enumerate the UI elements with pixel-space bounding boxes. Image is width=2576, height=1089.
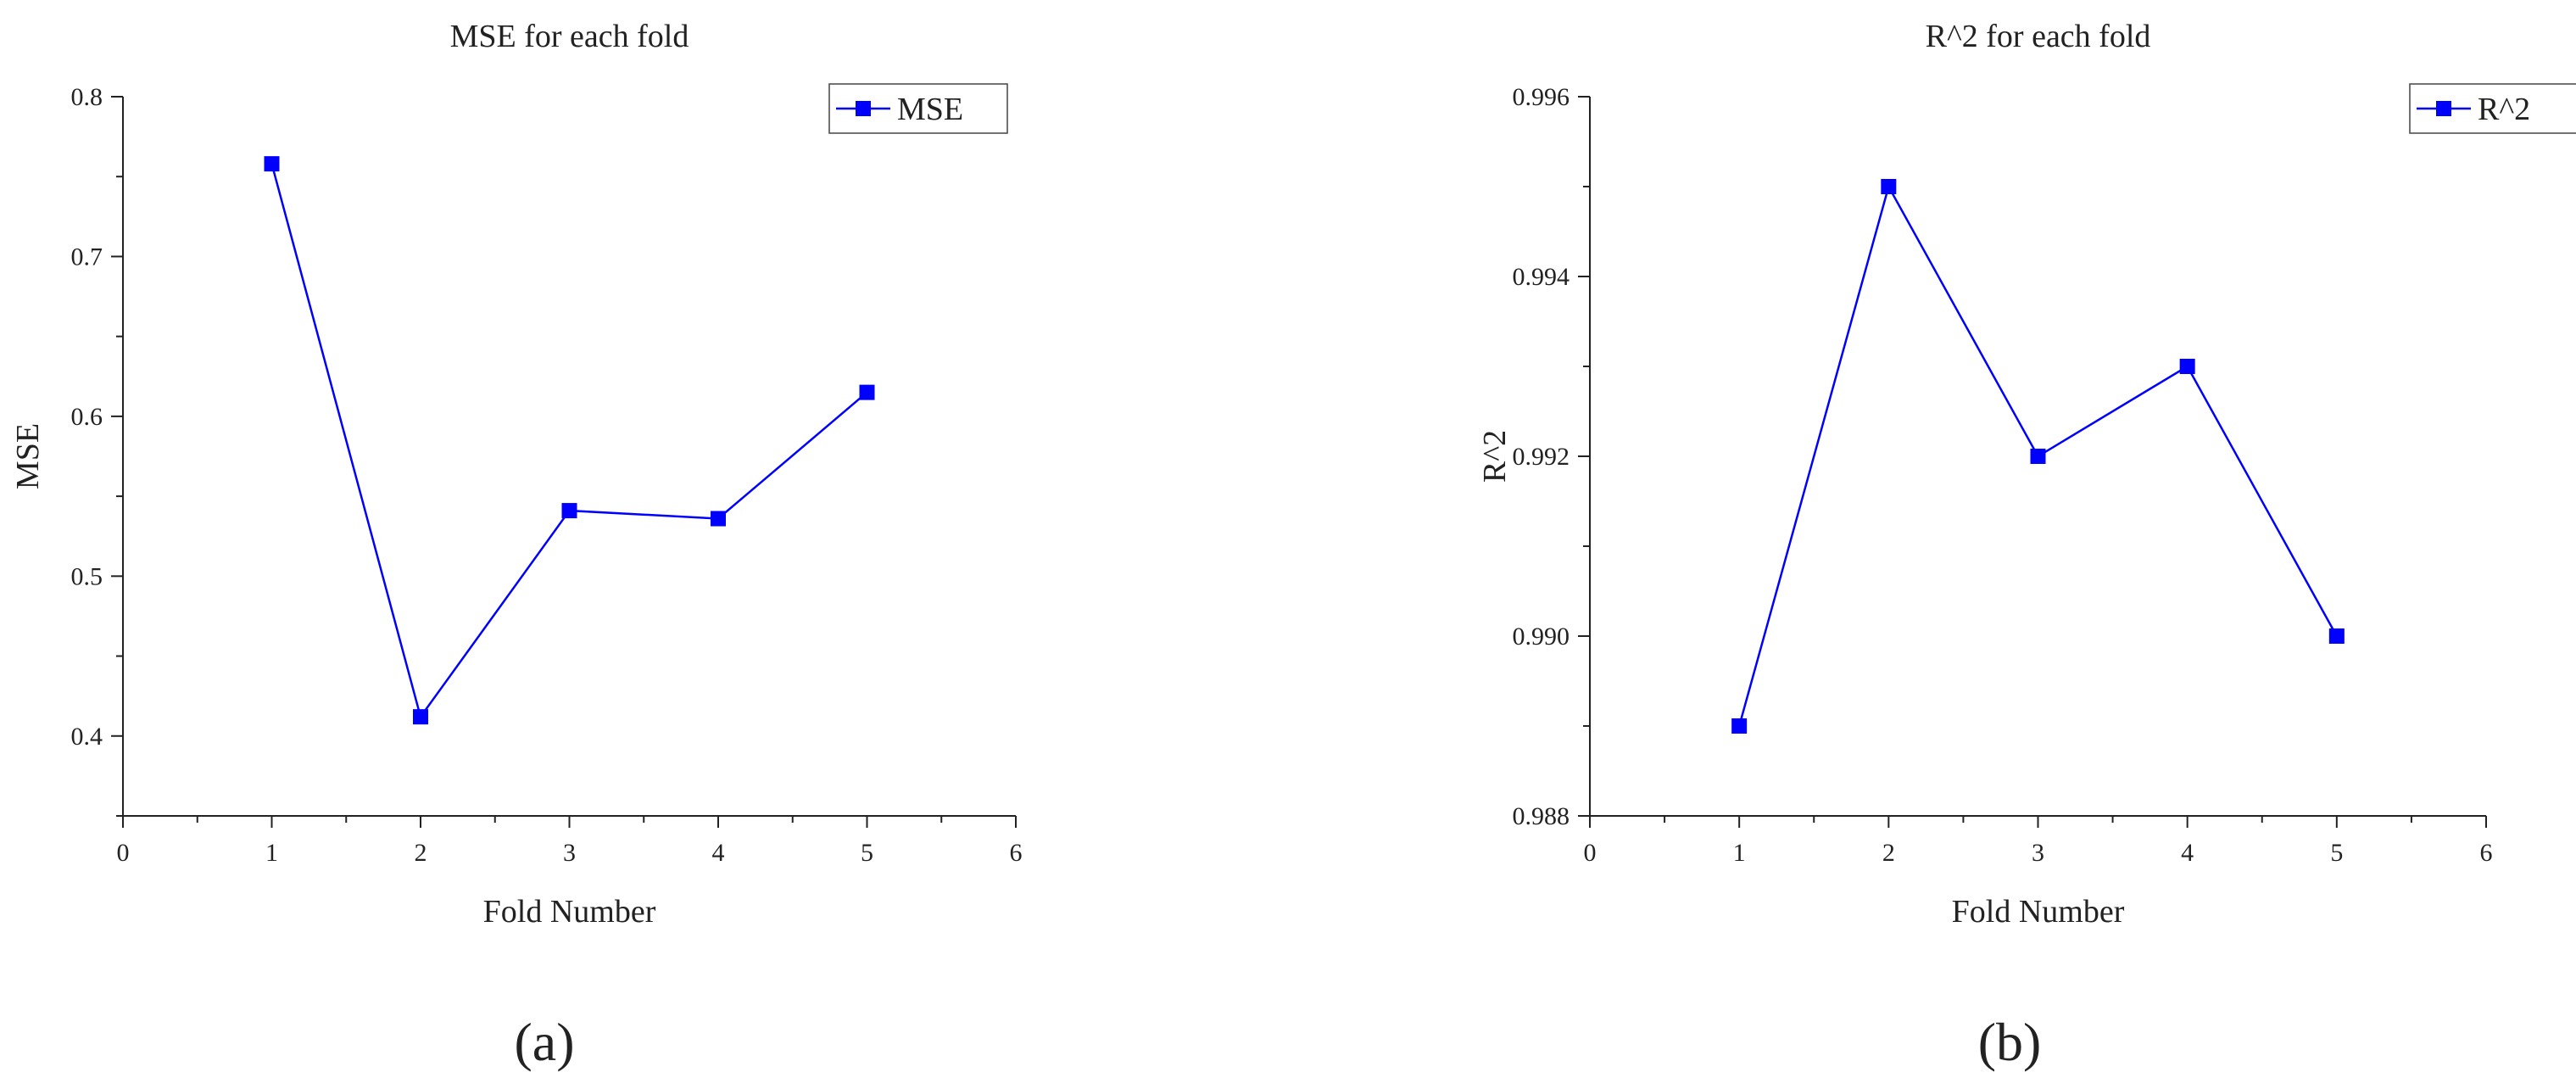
chart-panel-a: MSE for each fold 0 1 2 3 4 5 6 0.4 0.5 0.6 0.7 0.8 F… bbox=[10, 19, 1023, 1072]
x-tick-label: 6 bbox=[2480, 839, 2493, 867]
data-point-marker bbox=[711, 511, 726, 527]
legend-label: R^2 bbox=[2478, 92, 2530, 127]
panel-label: (b) bbox=[1978, 1012, 2042, 1072]
x-tick-label: 1 bbox=[1733, 839, 1746, 867]
y-tick-label: 0.4 bbox=[71, 723, 103, 751]
y-tick-label: 0.992 bbox=[1513, 443, 1570, 471]
y-tick-label: 0.8 bbox=[71, 83, 103, 111]
chart-panel-b: R^2 for each fold 0 1 2 3 4 5 6 0.988 0.990 0.992 0… bbox=[1477, 19, 2576, 1072]
chart-title: R^2 for each fold bbox=[1926, 19, 2151, 54]
data-point-marker bbox=[859, 384, 875, 400]
x-tick-label: 5 bbox=[861, 839, 873, 867]
data-point-marker bbox=[2030, 449, 2046, 464]
x-tick-label: 5 bbox=[2330, 839, 2343, 867]
data-point-marker bbox=[2328, 628, 2345, 644]
y-tick-label: 0.990 bbox=[1513, 623, 1570, 651]
x-tick-label: 2 bbox=[1882, 839, 1895, 867]
x-tick-label: 2 bbox=[415, 839, 427, 867]
y-tick-label: 0.994 bbox=[1513, 263, 1570, 291]
x-tick-label: 4 bbox=[2181, 839, 2194, 867]
y-tick-label: 0.5 bbox=[71, 562, 103, 590]
x-tick-label: 3 bbox=[2032, 839, 2044, 867]
x-axis-label: Fold Number bbox=[483, 894, 656, 930]
y-axis-label: MSE bbox=[10, 423, 46, 489]
y-tick-label: 0.7 bbox=[71, 243, 103, 271]
chart-title: MSE for each fold bbox=[450, 19, 689, 54]
series-line bbox=[270, 163, 868, 720]
y-tick-label: 0.996 bbox=[1513, 83, 1570, 111]
x-tick-label: 6 bbox=[1010, 839, 1023, 867]
y-tick-label: 0.6 bbox=[71, 403, 103, 431]
y-axis-label: R^2 bbox=[1477, 430, 1513, 483]
x-tick-label: 3 bbox=[563, 839, 576, 867]
legend-marker bbox=[856, 101, 871, 116]
x-tick-label: 4 bbox=[712, 839, 725, 867]
x-tick-label: 0 bbox=[1584, 839, 1597, 867]
x-tick-label: 0 bbox=[117, 839, 130, 867]
data-point-marker bbox=[264, 156, 280, 172]
data-point-marker bbox=[413, 709, 428, 725]
data-point-marker bbox=[1881, 179, 1897, 194]
legend-marker bbox=[2436, 101, 2451, 116]
y-tick-label: 0.988 bbox=[1513, 802, 1570, 830]
legend-label: MSE bbox=[897, 92, 963, 127]
panel-label: (a) bbox=[514, 1012, 574, 1072]
data-point-marker bbox=[1731, 718, 1748, 734]
x-axis-label: Fold Number bbox=[1952, 894, 2125, 930]
x-tick-label: 1 bbox=[265, 839, 278, 867]
data-point-marker bbox=[2179, 359, 2195, 374]
data-point-marker bbox=[561, 503, 577, 519]
